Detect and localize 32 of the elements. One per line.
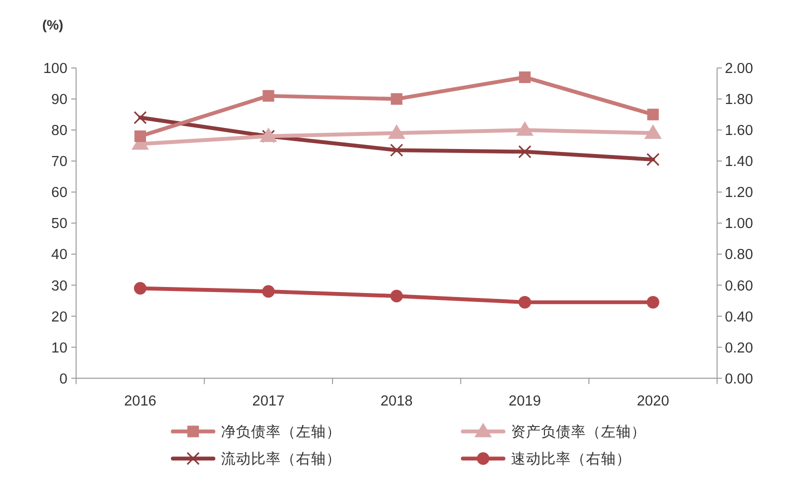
y-tick-label: 10 [51,340,68,356]
legend-label: 净负债率（左轴） [221,424,342,441]
y-tick-label: 60 [51,185,68,202]
y-tick-label: 80 [51,123,68,140]
y-tick-label: 50 [51,216,68,232]
y2-tick-label: 1.20 [724,185,754,202]
y2-tick-label: 1.60 [724,123,754,140]
y-tick-label: 30 [51,278,68,294]
y-tick-label: 100 [43,61,68,78]
y-tick-label: 40 [51,247,68,264]
y2-tick-label: 0.40 [724,309,754,326]
y2-tick-label: 0.00 [724,371,754,388]
y2-tick-label: 1.80 [724,92,754,108]
y2-tick-label: 0.60 [724,278,754,294]
y-tick-label: 90 [51,92,68,108]
x-tick-label: 2018 [380,393,413,410]
y2-tick-label: 1.40 [724,154,754,170]
y2-tick-label: 0.80 [724,247,754,264]
y-tick-label: 70 [51,154,68,170]
y2-tick-label: 1.00 [724,216,754,232]
y-tick-label: 20 [51,309,68,326]
y-axis-title: (%) [42,17,64,32]
x-tick-label: 2016 [124,393,156,410]
legend-label: 流动比率（右轴） [221,450,342,468]
x-tick-label: 2019 [508,393,541,410]
legend-label: 速动比率（右轴） [511,450,632,468]
y2-tick-label: 2.00 [724,61,754,78]
y-tick-label: 0 [59,371,68,388]
y2-tick-label: 0.20 [724,340,754,356]
x-tick-label: 2017 [252,393,285,410]
x-tick-label: 2020 [636,393,670,410]
legend-label: 资产负债率（左轴） [511,424,646,441]
